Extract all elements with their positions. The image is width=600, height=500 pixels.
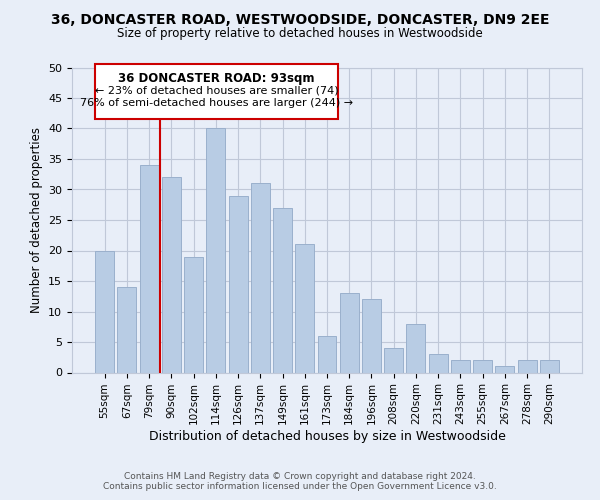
Bar [118, 287, 136, 372]
Text: 76% of semi-detached houses are larger (244) →: 76% of semi-detached houses are larger (… [80, 98, 353, 108]
FancyBboxPatch shape [95, 64, 338, 120]
Bar [406, 324, 425, 372]
Bar [251, 184, 270, 372]
Bar [384, 348, 403, 372]
Bar [362, 300, 381, 372]
X-axis label: Distribution of detached houses by size in Westwoodside: Distribution of detached houses by size … [149, 430, 505, 443]
Bar [162, 178, 181, 372]
Bar [184, 256, 203, 372]
Text: ← 23% of detached houses are smaller (74): ← 23% of detached houses are smaller (74… [95, 85, 338, 95]
Bar [340, 293, 359, 372]
Bar [229, 196, 248, 372]
Bar [473, 360, 492, 372]
Bar [206, 128, 225, 372]
Bar [140, 165, 158, 372]
Bar [295, 244, 314, 372]
Bar [496, 366, 514, 372]
Text: Contains public sector information licensed under the Open Government Licence v3: Contains public sector information licen… [103, 482, 497, 491]
Bar [95, 250, 114, 372]
Y-axis label: Number of detached properties: Number of detached properties [29, 127, 43, 313]
Bar [540, 360, 559, 372]
Text: Contains HM Land Registry data © Crown copyright and database right 2024.: Contains HM Land Registry data © Crown c… [124, 472, 476, 481]
Bar [451, 360, 470, 372]
Bar [317, 336, 337, 372]
Bar [429, 354, 448, 372]
Text: 36 DONCASTER ROAD: 93sqm: 36 DONCASTER ROAD: 93sqm [118, 72, 314, 86]
Bar [518, 360, 536, 372]
Bar [273, 208, 292, 372]
Text: 36, DONCASTER ROAD, WESTWOODSIDE, DONCASTER, DN9 2EE: 36, DONCASTER ROAD, WESTWOODSIDE, DONCAS… [51, 12, 549, 26]
Text: Size of property relative to detached houses in Westwoodside: Size of property relative to detached ho… [117, 28, 483, 40]
